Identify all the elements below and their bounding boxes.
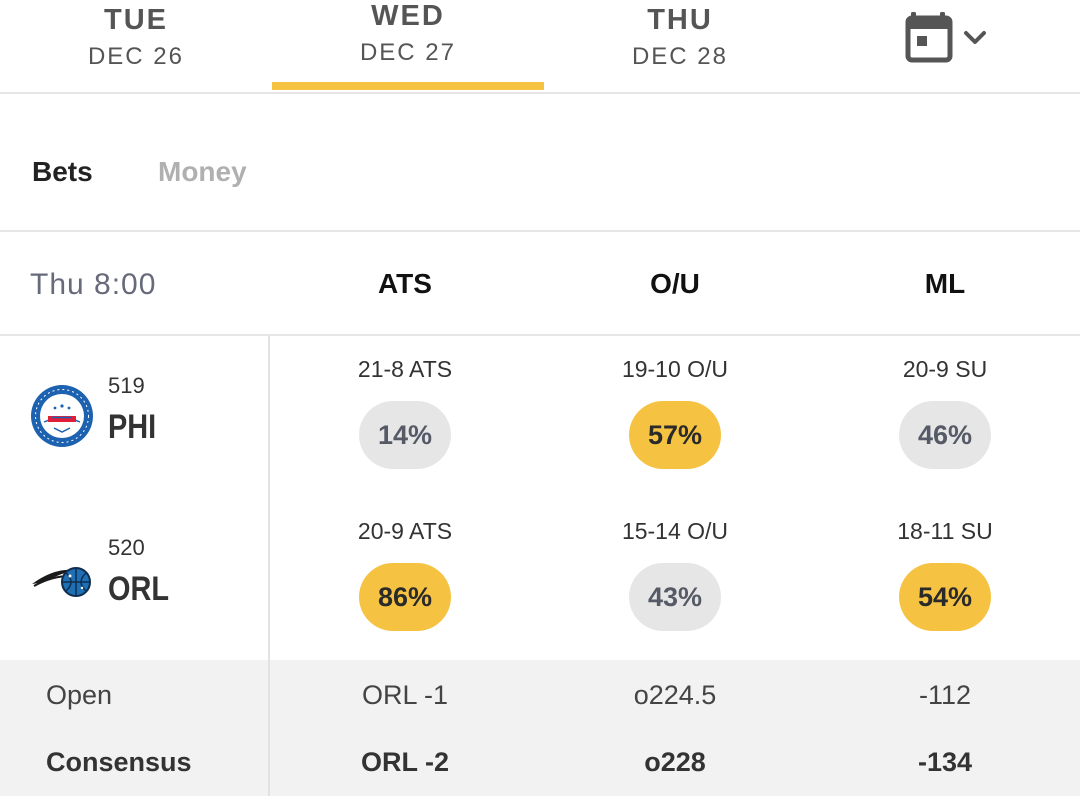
date-tab-date: DEC 28: [631, 43, 729, 70]
open-ats-value: ORL -1: [361, 680, 449, 710]
rotation-number: 519: [108, 373, 145, 398]
open-label: Open: [46, 680, 113, 710]
date-tab-tue[interactable]: TUE DEC 26: [0, 0, 272, 92]
ats-percent-pill[interactable]: 14%: [359, 401, 451, 469]
date-tab-dow: THU: [647, 4, 713, 36]
rotation-number: 520: [108, 535, 145, 560]
date-tab-dow: TUE: [104, 4, 168, 36]
ml-percent-pill[interactable]: 46%: [899, 401, 991, 469]
consensus-ou-value: o228: [644, 747, 706, 777]
ats-record: 20-9 ATS: [357, 518, 453, 544]
phi-ml-cell: 20-9 SU 46%: [845, 336, 1045, 496]
team-abbreviation: ORL: [108, 570, 170, 608]
76ers-logo-icon: [31, 385, 93, 447]
calendar-icon: [905, 12, 953, 63]
date-tab-dow: WED: [371, 0, 445, 32]
open-ml-value: -112: [918, 680, 972, 710]
team-row-phi: 519 PHI: [0, 336, 268, 496]
phi-ou-cell: 19-10 O/U 57%: [575, 336, 775, 496]
odds-section: Open ORL -1 o224.5 -112 Consensus ORL -2…: [0, 660, 1080, 796]
date-tab-wed[interactable]: WED DEC 27: [272, 0, 544, 92]
open-ou-value: o224.5: [633, 680, 717, 710]
consensus-ml-value: -134: [917, 747, 973, 777]
ml-record: 18-11 SU: [897, 518, 993, 544]
tab-money[interactable]: Money: [158, 156, 247, 187]
consensus-label: Consensus: [46, 747, 192, 777]
chevron-down-icon: [964, 31, 986, 44]
game-time: Thu 8:00: [30, 268, 157, 301]
team-row-orl: 520 ORL: [0, 498, 268, 658]
tab-bets[interactable]: Bets: [32, 156, 93, 187]
orl-ou-cell: 15-14 O/U 43%: [575, 498, 775, 658]
date-selector: TUE DEC 26 WED DEC 27 THU DEC 28: [0, 0, 1080, 94]
date-tab-thu[interactable]: THU DEC 28: [544, 0, 816, 92]
active-tab-underline: [272, 82, 544, 90]
date-tab-date: DEC 27: [359, 39, 457, 66]
ml-record: 20-9 SU: [902, 356, 988, 382]
ou-percent-pill[interactable]: 43%: [629, 563, 721, 631]
ou-record: 15-14 O/U: [621, 518, 729, 544]
column-header-ats: ATS: [378, 268, 432, 299]
ats-record: 21-8 ATS: [357, 356, 453, 382]
bottom-edge: [0, 796, 1080, 804]
ats-percent-pill[interactable]: 86%: [359, 563, 451, 631]
team-abbreviation: PHI: [108, 408, 157, 446]
team-column-divider: [268, 336, 270, 796]
phi-ats-cell: 21-8 ATS 14%: [305, 336, 505, 496]
magic-logo-icon: [32, 567, 91, 597]
ml-percent-pill[interactable]: 54%: [899, 563, 991, 631]
date-tab-date: DEC 26: [87, 43, 185, 70]
bets-money-tabs: Bets Money: [0, 94, 1080, 232]
ou-percent-pill[interactable]: 57%: [629, 401, 721, 469]
consensus-ats-value: ORL -2: [360, 747, 449, 777]
column-header-ou: O/U: [650, 268, 700, 299]
orl-ml-cell: 18-11 SU 54%: [845, 498, 1045, 658]
orl-ats-cell: 20-9 ATS 86%: [305, 498, 505, 658]
team-rows: 519 PHI 21-8 ATS 14% 19-10 O/U 57% 20-9 …: [0, 336, 1080, 660]
column-header-ml: ML: [924, 268, 966, 299]
calendar-picker-button[interactable]: [905, 10, 995, 66]
game-header-row: Thu 8:00 ATS O/U ML: [0, 232, 1080, 336]
ou-record: 19-10 O/U: [621, 356, 729, 382]
